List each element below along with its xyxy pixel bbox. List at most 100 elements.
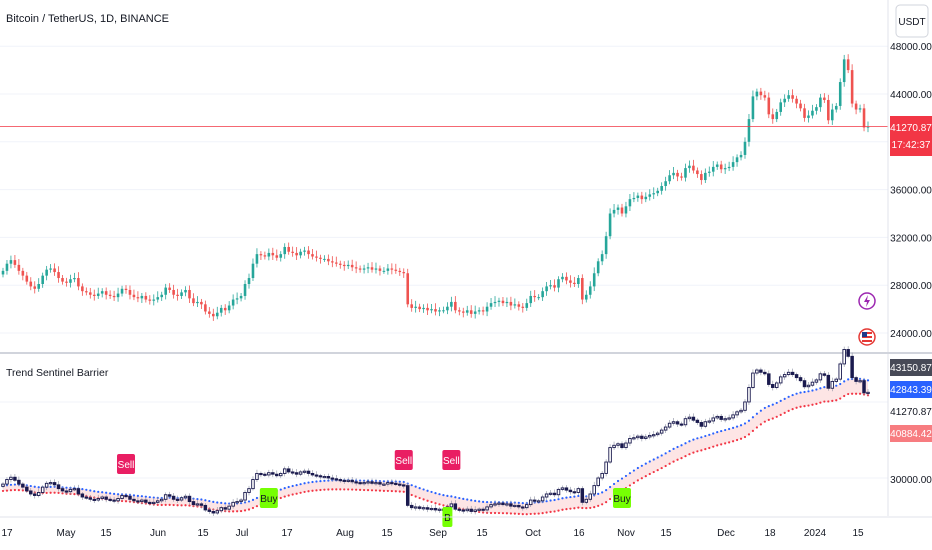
candle-body xyxy=(465,310,469,313)
y-tick-label: 28000.00 xyxy=(890,281,932,292)
lower-band-dot xyxy=(287,494,290,497)
indicator-candle-body xyxy=(183,495,188,499)
lower-band-dot xyxy=(835,399,838,402)
lower-band-dot xyxy=(426,499,429,502)
upper-band-dot xyxy=(708,433,711,436)
candle-body xyxy=(557,279,560,288)
signal-box xyxy=(259,488,278,508)
candle-body xyxy=(267,252,271,257)
candle-body xyxy=(628,199,632,207)
candle-body xyxy=(529,295,533,304)
upper-band-dot xyxy=(664,452,667,455)
lower-band-dot xyxy=(247,508,251,511)
candle-body xyxy=(521,306,525,308)
upper-band-dot xyxy=(410,484,413,487)
lightning-icon[interactable] xyxy=(858,292,876,310)
candle-body xyxy=(140,295,144,299)
indicator-candle-body xyxy=(156,500,160,503)
main-y-axis[interactable]: 48000.00 44000.00 36000.00 32000.00 28000.00… xyxy=(890,42,932,340)
candle-body xyxy=(116,293,120,298)
indicator-candle-body xyxy=(731,414,735,419)
candle-body xyxy=(164,287,167,295)
time-axis-label: Nov xyxy=(617,528,635,539)
lower-band-dot xyxy=(664,464,667,468)
lower-band-dot xyxy=(402,490,405,493)
indicator-candle-body xyxy=(477,508,481,511)
indicator-candle-body xyxy=(17,479,21,485)
indicator-candle-body xyxy=(243,491,247,501)
indicator-candle-body xyxy=(778,376,783,384)
upper-band-dot xyxy=(759,409,762,412)
indicator-candle-body xyxy=(263,473,267,476)
upper-band-dot xyxy=(688,440,691,443)
indicator-candle-body xyxy=(251,479,255,490)
time-axis[interactable]: 17 May 15 Jun 15 Jul 17 Aug 15 Sep 15 Oct 16 Nov 15 Dec… xyxy=(1,528,864,539)
us-flag-icon[interactable] xyxy=(858,328,876,346)
upper-band-dot xyxy=(545,500,548,503)
lower-band-dot xyxy=(843,394,846,398)
indicator-candles xyxy=(1,346,870,516)
candle-body xyxy=(160,294,164,298)
candle-body xyxy=(402,272,406,274)
candle-body xyxy=(573,282,576,285)
upper-band-dot xyxy=(652,458,655,461)
upper-band-dot xyxy=(712,432,715,435)
candle-body xyxy=(243,284,247,296)
upper-band-dot xyxy=(132,494,136,497)
candle-body xyxy=(803,108,806,118)
lower-label-bg xyxy=(890,425,932,442)
indicator-candle-body xyxy=(255,472,259,480)
indicator-candle-body xyxy=(215,510,220,514)
indicator-candle-body xyxy=(187,495,192,503)
candle-body xyxy=(624,206,628,214)
candle-body xyxy=(759,91,763,96)
lower-band-dot xyxy=(644,474,647,478)
upper-band-dot xyxy=(728,427,731,431)
candle-body xyxy=(108,294,112,296)
upper-band-dot xyxy=(553,498,556,502)
lower-band-dot xyxy=(124,500,128,503)
indicator-candle-body xyxy=(306,470,311,474)
indicator-candle-body xyxy=(755,369,759,374)
time-axis-label: May xyxy=(57,528,76,539)
indicator-candle-body xyxy=(572,491,577,494)
upper-band-dot xyxy=(620,477,624,480)
indicator-y-axis[interactable]: 30000.00 xyxy=(890,475,932,486)
lower-band-dot xyxy=(370,489,374,492)
indicator-candle-body xyxy=(453,503,458,510)
candle-body xyxy=(525,303,529,308)
indicator-candle-body xyxy=(219,507,223,512)
candle-body xyxy=(188,289,191,299)
indicator-candle-body xyxy=(771,384,775,388)
lower-band-dot xyxy=(573,507,576,510)
currency-button-label: USDT xyxy=(898,17,925,28)
indicator-candle-body xyxy=(628,438,632,444)
upper-band-dot xyxy=(402,480,405,484)
currency-button[interactable]: USDT xyxy=(895,4,929,38)
lower-band-dot xyxy=(652,470,655,474)
upper-band-dot xyxy=(208,499,211,503)
main-candles xyxy=(1,54,870,321)
lower-band-dot xyxy=(632,481,635,484)
candle-body xyxy=(370,267,374,270)
upper-band-dot xyxy=(561,497,564,500)
time-axis-label: Oct xyxy=(525,528,541,539)
lower-band-dot xyxy=(815,402,818,405)
indicator-candle-body xyxy=(747,387,751,403)
candle-body xyxy=(616,207,620,210)
lower-band-dot xyxy=(735,438,739,442)
candle-body xyxy=(735,157,739,163)
candle-body xyxy=(684,168,687,178)
indicator-candle-body xyxy=(687,416,692,420)
upper-band-dot xyxy=(109,492,112,495)
upper-band-dot xyxy=(787,395,790,398)
candle-body xyxy=(271,252,275,256)
candle-body xyxy=(65,281,68,283)
candle-body xyxy=(9,260,13,264)
upper-band-dot xyxy=(196,497,199,501)
lower-band-dot xyxy=(660,466,663,470)
signal-text: Buy xyxy=(613,494,630,505)
indicator-candle-body xyxy=(707,420,712,423)
lower-band-dot xyxy=(13,488,17,492)
